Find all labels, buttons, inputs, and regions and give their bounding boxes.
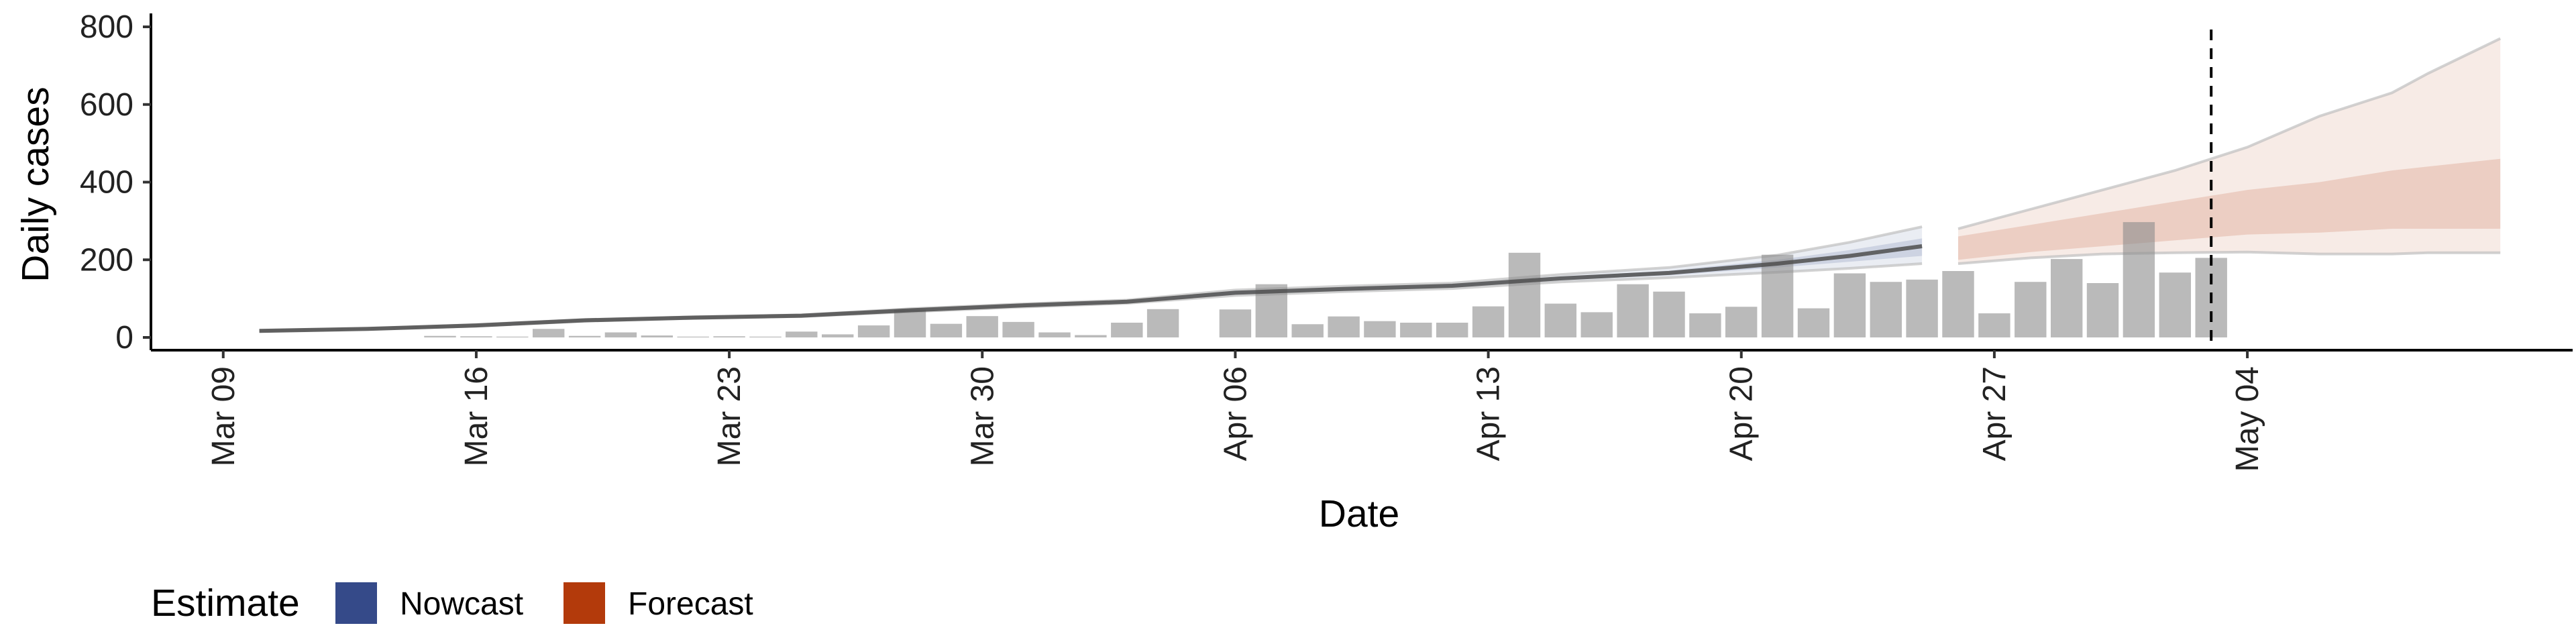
bar <box>533 329 565 337</box>
y-tick-label: 0 <box>115 320 133 356</box>
x-tick-label: Mar 30 <box>965 366 1000 466</box>
bar <box>1653 291 1685 337</box>
bar <box>1725 307 1758 337</box>
legend: Estimate Nowcast Forecast <box>151 582 753 625</box>
bar <box>894 309 926 337</box>
bar <box>604 332 637 337</box>
bar <box>1364 321 1396 337</box>
bar <box>1761 254 1794 337</box>
bar <box>1978 313 2010 337</box>
x-tick-label: Mar 16 <box>459 366 494 466</box>
x-tick-label: Apr 27 <box>1977 366 2012 461</box>
bar <box>930 323 963 337</box>
bar <box>1219 309 1252 337</box>
bar <box>1544 303 1576 337</box>
nowcast-median-line <box>259 244 1923 333</box>
y-tick-label: 600 <box>80 87 133 123</box>
bar <box>1580 312 1613 337</box>
bar <box>2123 222 2155 337</box>
uncertainty-bands <box>259 37 2502 333</box>
forecast-inner-band <box>1958 158 2501 260</box>
bar <box>2159 272 2191 337</box>
x-tick-label: Mar 23 <box>712 366 747 466</box>
bar <box>1038 332 1071 337</box>
bar <box>1328 316 1360 337</box>
y-tick-label: 400 <box>80 165 133 201</box>
bar <box>424 335 456 337</box>
x-tick-label: Apr 20 <box>1724 366 1760 461</box>
bar <box>713 336 745 337</box>
x-axis-title: Date <box>1319 492 1399 535</box>
x-tick-label: Apr 06 <box>1218 366 1253 461</box>
forecast-outer-band <box>1958 38 2501 264</box>
bar <box>1002 321 1034 337</box>
median-lines <box>259 30 2213 350</box>
y-tick-label: 200 <box>80 242 133 278</box>
bars-layer <box>424 222 2227 337</box>
bar <box>1075 335 1107 337</box>
legend-title: Estimate <box>151 582 300 625</box>
bar <box>857 325 890 337</box>
forecast-lower-edge <box>1957 250 2501 265</box>
bar <box>2086 283 2119 337</box>
bar <box>1146 309 1179 337</box>
bar <box>1291 324 1324 337</box>
nowcast-outer-band <box>259 227 1923 331</box>
y-axis-title: Daily cases <box>14 87 57 282</box>
x-tick-label: Apr 13 <box>1471 366 1507 461</box>
bar <box>1111 323 1143 337</box>
legend-label-forecast: Forecast <box>628 586 753 622</box>
bar <box>786 331 818 337</box>
bar <box>1689 313 1721 337</box>
bar <box>1797 308 1830 337</box>
x-tick-label: Mar 09 <box>206 366 241 466</box>
y-tick-label: 800 <box>80 9 133 45</box>
bar <box>1436 323 1468 337</box>
x-tick-label: May 04 <box>2230 366 2265 472</box>
bar <box>1870 282 1902 337</box>
forecast-upper-edge <box>1957 37 2502 230</box>
bar <box>1942 271 1974 337</box>
bar <box>822 334 854 337</box>
legend-key-nowcast <box>335 582 377 624</box>
axes-layer: 0 200 400 600 800 Mar 09 Mar 16 Mar 23 Mar 30 Apr… <box>80 9 2573 472</box>
bar <box>1400 323 1432 337</box>
bar <box>1906 279 1938 337</box>
bar <box>1617 284 1649 337</box>
bar <box>1508 252 1541 337</box>
bar <box>641 335 673 337</box>
bar <box>1833 273 1866 337</box>
bar <box>1472 306 1505 337</box>
legend-key-forecast <box>564 582 605 624</box>
bar <box>966 316 998 337</box>
legend-label-nowcast: Nowcast <box>400 586 523 622</box>
bar <box>460 336 492 337</box>
bar <box>568 335 601 337</box>
bar <box>2015 282 2047 337</box>
bar <box>2051 259 2083 337</box>
